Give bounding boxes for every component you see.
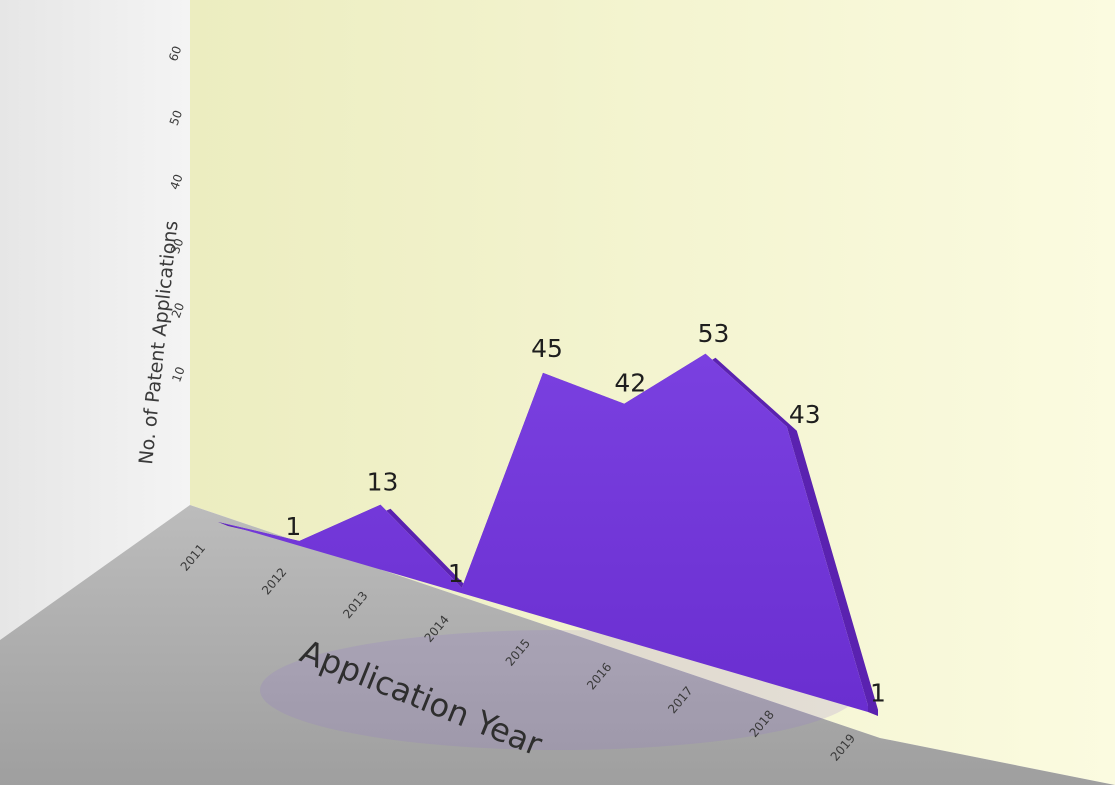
y-tick-30: 30 [168, 237, 186, 256]
data-label-2015: 45 [531, 334, 563, 363]
data-label-2018: 43 [789, 400, 821, 429]
data-label-2019: 1 [870, 679, 886, 708]
y-tick-20: 20 [169, 301, 187, 320]
area-series-front [218, 353, 868, 712]
side-wall [0, 0, 190, 640]
area-series [218, 353, 878, 716]
floor [0, 505, 1115, 785]
y-tick-60: 60 [166, 44, 184, 63]
data-label-2014: 1 [448, 559, 464, 588]
data-labels: 1 13 1 45 42 53 43 1 [285, 319, 886, 708]
y-tick-10: 10 [169, 365, 187, 384]
data-label-2016: 42 [614, 369, 646, 398]
y-axis-ticks: 10 20 30 40 50 60 [166, 44, 188, 384]
data-label-2012: 1 [285, 512, 301, 541]
data-label-2017: 53 [698, 319, 730, 348]
y-tick-40: 40 [167, 172, 185, 191]
data-label-2013: 13 [367, 468, 399, 497]
y-tick-50: 50 [167, 108, 185, 127]
